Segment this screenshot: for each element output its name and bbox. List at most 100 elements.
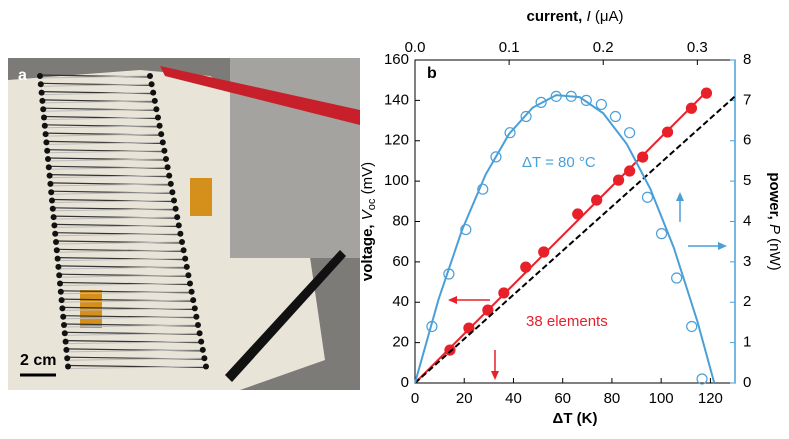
wire: [43, 117, 159, 120]
y2-tick-label: 2: [743, 293, 751, 310]
dot: [46, 172, 53, 179]
open-point: [477, 183, 489, 195]
dot: [191, 305, 198, 312]
y-tick-label: 40: [392, 293, 409, 310]
dot: [153, 106, 160, 113]
wire: [51, 200, 175, 203]
dot: [64, 355, 71, 362]
arrow-head: [491, 371, 499, 380]
y-tick-label: 80: [392, 212, 409, 229]
dot: [156, 122, 163, 129]
point: [637, 151, 649, 163]
wire: [51, 191, 173, 195]
dot: [175, 222, 182, 229]
wire: [63, 324, 199, 328]
dot: [195, 322, 201, 328]
x-tick-label: 40: [505, 390, 522, 407]
dot: [63, 346, 70, 353]
dot: [47, 180, 54, 187]
dot: [163, 156, 169, 162]
y-tick-label: 160: [384, 51, 409, 68]
dot: [193, 313, 200, 320]
dot: [198, 338, 205, 345]
dot: [58, 297, 65, 304]
dot: [180, 247, 187, 254]
open-point: [490, 151, 502, 163]
dot: [45, 164, 52, 171]
dot: [39, 97, 46, 104]
x-tick-label: 20: [456, 390, 473, 407]
y2-tick-label: 5: [743, 172, 751, 189]
dot: [148, 81, 155, 88]
dot: [199, 346, 206, 353]
dot: [179, 239, 185, 245]
wire: [43, 108, 157, 112]
y2-axis-label-part: power,: [766, 172, 783, 224]
wire: [63, 316, 197, 320]
dot: [188, 288, 195, 295]
y-axis-label-part: oc: [366, 198, 378, 210]
dot: [61, 322, 67, 328]
dot: [196, 330, 203, 337]
open-point: [671, 272, 683, 284]
wire: [66, 349, 203, 353]
wire: [67, 366, 207, 369]
arrow-head: [448, 296, 457, 304]
tape: [80, 290, 102, 328]
dot: [54, 255, 61, 262]
dot: [62, 338, 69, 345]
x2-tick-label: 0.0: [405, 39, 426, 56]
y-tick-label: 140: [384, 91, 409, 108]
dot: [55, 263, 62, 270]
dot: [41, 114, 47, 121]
y-tick-label: 120: [384, 132, 409, 149]
open-point: [460, 223, 472, 236]
dot: [61, 330, 68, 337]
dot: [151, 97, 158, 104]
x2-axis-label-part: I: [587, 8, 591, 25]
point: [538, 246, 550, 258]
y-tick-label: 100: [384, 172, 409, 189]
x2-axis-label-part: (μA): [591, 8, 624, 25]
fit-line: [414, 94, 716, 384]
wire: [39, 75, 151, 79]
dot: [53, 239, 59, 245]
wire: [59, 283, 191, 286]
y-axis-label-part: (mV): [359, 162, 376, 199]
dot: [53, 247, 60, 254]
dot: [158, 131, 165, 138]
y-axis-label: voltage, Voc (mV): [359, 162, 378, 281]
dot: [52, 230, 59, 237]
wire: [55, 241, 183, 245]
y2-tick-label: 3: [743, 253, 751, 270]
dot: [49, 205, 56, 212]
black-probe: [225, 250, 346, 382]
wire: [49, 175, 170, 179]
point: [520, 261, 532, 273]
y-tick-label: 0: [401, 374, 409, 391]
x2-axis-label: current, I (μA): [527, 8, 624, 25]
x-axis-label: ΔT (K): [553, 410, 598, 427]
dot: [167, 180, 174, 187]
y2-tick-label: 0: [743, 374, 751, 391]
wire: [47, 158, 167, 162]
dot: [56, 272, 63, 279]
y2-tick-label: 1: [743, 334, 751, 351]
dashed-line: [414, 95, 736, 384]
point: [624, 165, 636, 177]
x2-axis-label-part: current,: [527, 8, 587, 25]
y2-axis-label-part: (nW): [766, 234, 783, 271]
dot: [161, 147, 168, 154]
dot: [185, 272, 192, 279]
wire: [55, 233, 181, 237]
wire: [65, 341, 202, 345]
dot: [59, 305, 66, 312]
wire: [41, 92, 154, 96]
wire: [42, 100, 155, 104]
y2-tick-label: 7: [743, 91, 751, 108]
wire: [59, 274, 189, 278]
x2-tick-label: 0.1: [499, 39, 520, 56]
open-point: [580, 94, 592, 106]
